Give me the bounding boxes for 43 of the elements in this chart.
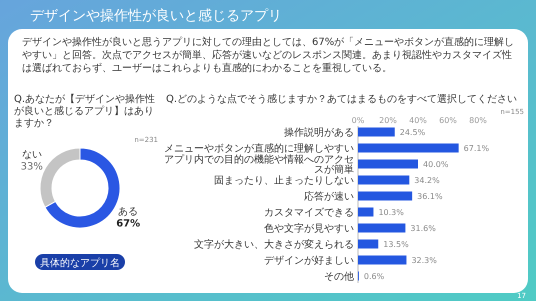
x-tick-label: 0% [352, 116, 365, 125]
chart-title: Q.あなたが【デザインや操作性が良いと感じるアプリ】はありますか？ [14, 93, 156, 129]
y-tick-label: メニューやボタンが直感的に理解しやすい [164, 142, 354, 154]
y-tick-label: 応答が速い [304, 190, 354, 202]
y-tick-label: 固まったり、止まったりしない [214, 174, 354, 186]
y-tick-label: デザインが好ましい [264, 256, 354, 266]
slice-label: ある [118, 206, 138, 218]
bar [358, 128, 395, 136]
bar [358, 176, 410, 184]
data-label: 33% [20, 161, 43, 172]
y-tick-label: その他 [324, 270, 354, 282]
y-tick-label: 文字が大きい、大きさが変えられる [194, 238, 354, 250]
slice-label: ない [22, 149, 42, 160]
bar [358, 144, 459, 152]
chart-title: Q.どのような点でそう感じますか？あてはまるものをすべて選択してください [166, 93, 518, 105]
data-label: 10.3% [378, 208, 404, 217]
data-label: 32.3% [411, 256, 438, 265]
y-tick-label: アプリ内での目的の機能や情報へのアクセスが簡単 [164, 154, 354, 176]
y-tick-label: 色や文字が見やすい [264, 222, 354, 234]
data-label: 67% [116, 218, 140, 230]
bar [358, 240, 378, 248]
bar [358, 224, 406, 232]
data-label: 36.1% [417, 192, 443, 201]
data-label: 13.5% [383, 240, 410, 249]
data-label: 31.6% [410, 224, 436, 233]
text: デザインや操作性が良いと感じるアプリ [30, 8, 282, 24]
x-tick-label: 40% [409, 116, 428, 125]
bar [358, 208, 374, 216]
y-tick-label: 操作説明がある [284, 126, 354, 138]
bar [358, 256, 406, 264]
data-label: 40.0% [423, 160, 449, 169]
data-label: 0.6% [364, 272, 385, 281]
callout-tag: 具体的なアプリ名 [35, 254, 125, 270]
text: デザインや操作性が良いと思うアプリに対しての理由としては、67%が「メニューやボタンが直感的に理解しやすい」と回答。次点でアクセスが簡単、応答が速いなどのレスポンス関連。あまり視認性やカスタマイズ性は選ばれておらず、ユーザーはこれらよりも直感的にわかることを重視している。 [22, 36, 514, 74]
data-label: 67.1% [464, 144, 490, 153]
data-label: 24.5% [400, 128, 426, 137]
bar [358, 160, 418, 168]
x-tick-label: 60% [439, 116, 458, 125]
x-tick-label: 80% [469, 116, 488, 125]
x-tick-label: 20% [379, 116, 398, 125]
y-tick-label: カスタマイズできる [264, 206, 354, 218]
data-label: 34.2% [414, 176, 440, 185]
bar [358, 192, 412, 200]
